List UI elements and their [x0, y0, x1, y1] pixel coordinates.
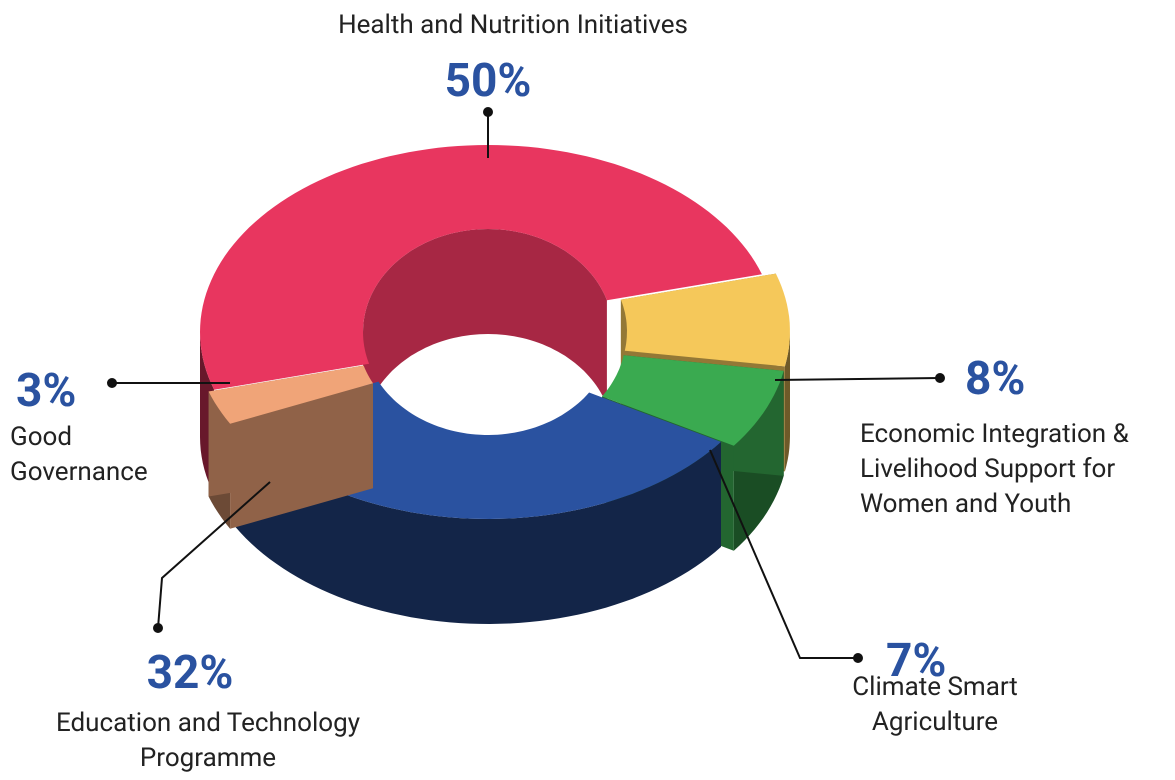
slice-top	[200, 145, 762, 390]
leader-line	[774, 377, 941, 381]
slice-outer-wall	[235, 422, 721, 624]
leader-dot	[107, 378, 117, 388]
value-label: 3%	[16, 364, 77, 418]
slice-top	[620, 273, 790, 367]
slice	[208, 365, 373, 529]
slice-top	[208, 365, 373, 424]
value-label: 50%	[444, 54, 532, 108]
slice-inner-wall	[363, 229, 607, 437]
slice-outer-wall	[784, 331, 790, 472]
category-label: Economic Integration & Livelihood Suppor…	[860, 419, 1129, 519]
category-label: Climate Smart Agriculture	[852, 672, 1018, 737]
value-label: 8%	[965, 352, 1026, 406]
leader-dot	[153, 623, 163, 633]
category-label: Education and Technology Programme	[55, 708, 361, 773]
leader-line	[709, 449, 858, 659]
category-label: Good Governance	[10, 422, 148, 487]
leader-dot	[935, 373, 945, 383]
leader-dot	[853, 653, 863, 663]
leader-line	[157, 481, 271, 629]
category-label: Health and Nutrition Initiatives	[338, 10, 688, 40]
slice-top	[602, 355, 784, 446]
leaders	[107, 107, 945, 663]
donut	[200, 145, 790, 624]
leader-dot	[483, 107, 493, 117]
value-label: 7%	[886, 634, 947, 688]
value-label: 32%	[146, 646, 234, 700]
